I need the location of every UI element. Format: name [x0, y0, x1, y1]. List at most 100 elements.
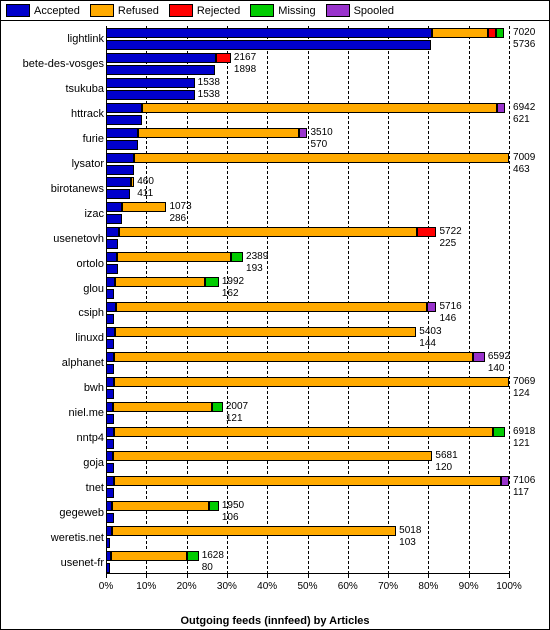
tick-mark [267, 574, 268, 578]
bar-segment [114, 352, 474, 362]
bar-sub [106, 189, 130, 199]
bar-segment [501, 476, 509, 486]
bar-sub [106, 165, 134, 175]
bar-segment [432, 28, 488, 38]
row-label: izac [4, 208, 106, 220]
data-row: lightlink70205736 [106, 28, 509, 51]
bar-segment [106, 289, 114, 299]
legend-label: Spooled [354, 5, 394, 17]
value-total: 6942 [513, 102, 535, 113]
value-total: 7020 [513, 27, 535, 38]
legend-item: Accepted [6, 4, 80, 17]
data-row: goja5681120 [106, 451, 509, 474]
bar-segment [106, 302, 116, 312]
row-label: weretis.net [4, 532, 106, 544]
bar-segment [473, 352, 484, 362]
row-label: linuxd [4, 332, 106, 344]
bar-sub [106, 513, 114, 523]
data-row: birotanews460411 [106, 177, 509, 200]
tick-label: 10% [136, 581, 156, 592]
value-total: 7069 [513, 376, 535, 387]
bar-segment [106, 352, 114, 362]
bar-sub [106, 214, 122, 224]
data-row: glou1992162 [106, 277, 509, 300]
value-sub: 146 [439, 313, 456, 324]
value-sub: 5736 [513, 39, 535, 50]
legend-label: Accepted [34, 5, 80, 17]
bar-segment [488, 28, 496, 38]
chart-container: AcceptedRefusedRejectedMissingSpooled 0%… [0, 0, 550, 630]
bar-segment [497, 103, 505, 113]
tick-label: 70% [378, 581, 398, 592]
tick-mark [388, 574, 389, 578]
bar-sub [106, 463, 114, 473]
data-row: bete-des-vosges21671898 [106, 53, 509, 76]
bar-segment [106, 476, 114, 486]
legend-item: Refused [90, 4, 159, 17]
bar-sub [106, 439, 114, 449]
data-row: usenetovh5722225 [106, 227, 509, 250]
bar-segment [106, 314, 114, 324]
legend-item: Spooled [326, 4, 394, 17]
data-row: tsukuba15381538 [106, 78, 509, 101]
row-label: niel.me [4, 407, 106, 419]
bar-sub [106, 65, 215, 75]
bar-total [106, 427, 505, 437]
bar-segment [106, 53, 216, 63]
bar-total [106, 202, 166, 212]
bar-sub [106, 140, 138, 150]
value-total: 1073 [169, 201, 191, 212]
bar-total [106, 177, 134, 187]
value-sub: 463 [513, 164, 530, 175]
value-total: 1628 [202, 550, 224, 561]
value-total: 5018 [399, 525, 421, 536]
bar-segment [496, 28, 504, 38]
value-total: 5403 [419, 326, 441, 337]
tick-label: 50% [297, 581, 317, 592]
value-total: 5716 [439, 301, 461, 312]
bar-segment [106, 189, 130, 199]
legend-swatch [326, 4, 350, 17]
value-sub: 80 [202, 562, 213, 573]
bar-segment [106, 327, 115, 337]
row-label: tnet [4, 482, 106, 494]
legend-label: Refused [118, 5, 159, 17]
value-total: 2389 [246, 251, 268, 262]
bar-segment [106, 488, 114, 498]
x-axis-label: Outgoing feeds (innfeed) by Articles [180, 615, 369, 627]
data-row: csiph5716146 [106, 302, 509, 325]
grid-line [509, 26, 510, 574]
bar-sub [106, 115, 142, 125]
value-total: 6592 [488, 351, 510, 362]
legend-swatch [250, 4, 274, 17]
data-row: lysator7009463 [106, 153, 509, 176]
bar-segment [138, 128, 299, 138]
bar-total [106, 53, 231, 63]
bar-segment [106, 389, 114, 399]
value-sub: 140 [488, 363, 505, 374]
bar-total [106, 302, 436, 312]
bar-total [106, 402, 223, 412]
legend-swatch [6, 4, 30, 17]
bar-segment [106, 252, 117, 262]
bar-segment [299, 128, 307, 138]
bar-segment [106, 427, 114, 437]
row-label: usenet-fr [4, 557, 106, 569]
bar-segment [106, 214, 122, 224]
value-total: 3510 [311, 127, 333, 138]
value-total: 460 [137, 176, 154, 187]
bar-segment [106, 513, 114, 523]
bar-segment [106, 128, 138, 138]
bar-segment [114, 377, 509, 387]
bar-sub [106, 90, 195, 100]
bar-segment [117, 252, 231, 262]
bar-segment [106, 364, 114, 374]
row-label: lightlink [4, 33, 106, 45]
row-label: alphanet [4, 357, 106, 369]
tick-label: 40% [257, 581, 277, 592]
value-sub: 286 [169, 213, 186, 224]
value-sub: 121 [226, 413, 243, 424]
bar-segment [216, 53, 231, 63]
bar-total [106, 352, 485, 362]
tick-label: 90% [459, 581, 479, 592]
